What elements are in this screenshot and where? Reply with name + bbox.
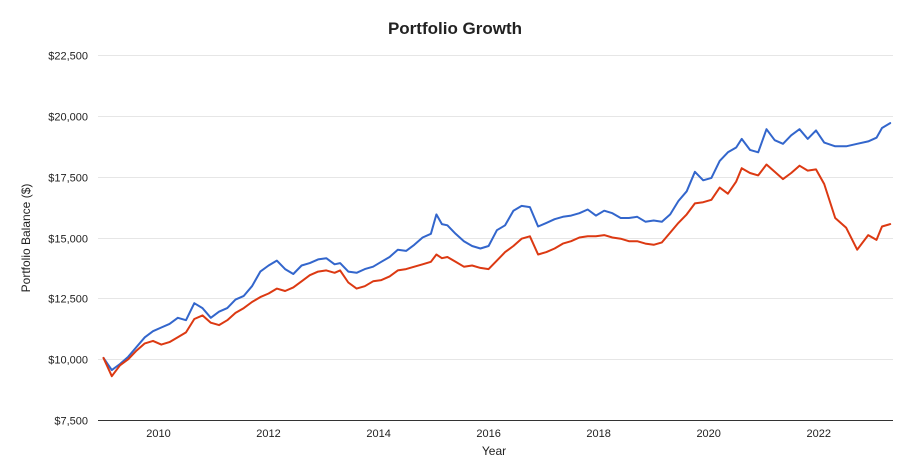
x-tick-label: 2016: [476, 428, 500, 440]
series-line-2: [102, 163, 892, 378]
axes: $7,500 $10,000 $12,500 $15,000 $17,500 $20,00…: [48, 51, 893, 440]
x-tick-label: 2022: [806, 428, 830, 440]
chart-title: Portfolio Growth: [388, 19, 522, 38]
series-line-1: [102, 122, 892, 372]
x-tick-label: 2020: [696, 428, 720, 440]
y-tick-label: $22,500: [48, 51, 88, 63]
y-tick-label: $15,000: [48, 234, 88, 246]
series-lines: [102, 122, 892, 378]
x-tick-label: 2012: [256, 428, 280, 440]
x-tick-label: 2010: [146, 428, 170, 440]
x-axis-label: Year: [482, 444, 506, 458]
y-tick-label: $20,000: [48, 112, 88, 124]
y-axis-label: Portfolio Balance ($): [19, 184, 33, 293]
x-tick-label: 2014: [366, 428, 390, 440]
y-tick-label: $10,000: [48, 355, 88, 367]
y-tick-label: $12,500: [48, 294, 88, 306]
y-tick-label: $7,500: [54, 416, 88, 428]
x-tick-label: 2018: [586, 428, 610, 440]
gridlines: [98, 55, 893, 421]
y-tick-label: $17,500: [48, 173, 88, 185]
